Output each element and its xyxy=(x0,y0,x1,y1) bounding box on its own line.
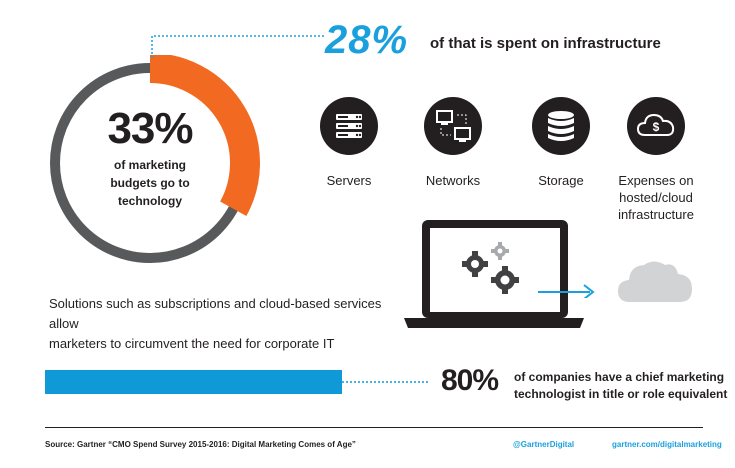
storage-icon xyxy=(532,97,590,155)
svg-text:$: $ xyxy=(653,120,660,134)
networks-icon xyxy=(424,97,482,155)
budget-percent: 33% xyxy=(107,104,193,153)
technologist-bar xyxy=(45,370,342,394)
donut-highlight-arc xyxy=(149,55,260,216)
solutions-text: Solutions such as subscriptions and clou… xyxy=(49,296,382,351)
leader-line-80 xyxy=(342,381,430,383)
storage-label: Storage xyxy=(538,173,584,188)
gear-icon xyxy=(491,242,509,260)
footer-source: Source: Gartner “CMO Spend Survey 2015-2… xyxy=(45,440,356,449)
arrow-right-icon xyxy=(540,284,595,298)
cloud-dollar-icon: $ xyxy=(627,97,685,155)
laptop-gears-illustration xyxy=(404,220,584,328)
gear-icon xyxy=(462,251,488,277)
footer-social-link[interactable]: @GartnerDigital xyxy=(513,440,575,449)
footer-divider xyxy=(45,427,703,428)
infrastructure-percent: 28% xyxy=(325,18,409,62)
networks-label: Networks xyxy=(425,173,481,188)
budget-donut-chart xyxy=(50,55,260,263)
budget-caption: of marketing budgets go to technology xyxy=(110,158,190,208)
infrastructure-caption: of that is spent on infrastructure xyxy=(430,35,661,52)
cloud-expenses-label: Expenses on hosted/cloud infrastructure xyxy=(618,173,694,222)
technologist-caption: of companies have a chief marketing tech… xyxy=(514,370,728,401)
servers-icon xyxy=(320,97,378,155)
footer-website-link[interactable]: gartner.com/digitalmarketing xyxy=(612,440,722,449)
technologist-percent: 80% xyxy=(441,364,499,397)
leader-line-28 xyxy=(151,35,325,58)
servers-label: Servers xyxy=(326,173,372,188)
gear-icon xyxy=(491,266,519,294)
cloud-icon xyxy=(618,261,692,302)
